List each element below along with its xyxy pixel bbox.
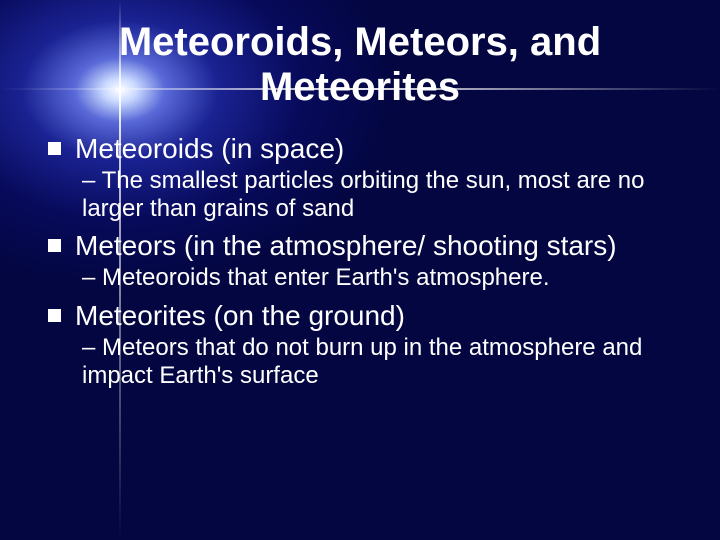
slide-title: Meteoroids, Meteors, and Meteorites <box>48 20 672 110</box>
list-item: Meteorites (on the ground) – Meteors tha… <box>48 299 672 391</box>
item-subtext: – Meteoroids that enter Earth's atmosphe… <box>82 264 672 292</box>
item-heading: Meteors (in the atmosphere/ shooting sta… <box>75 229 672 262</box>
item-subtext: – Meteors that do not burn up in the atm… <box>82 334 672 391</box>
item-heading: Meteorites (on the ground) <box>75 299 672 332</box>
list-item: Meteors (in the atmosphere/ shooting sta… <box>48 229 672 292</box>
square-bullet-icon <box>48 309 61 322</box>
list-item: Meteoroids (in space) – The smallest par… <box>48 132 672 224</box>
item-heading: Meteoroids (in space) <box>75 132 672 165</box>
slide: Meteoroids, Meteors, and Meteorites Mete… <box>0 0 720 540</box>
square-bullet-icon <box>48 239 61 252</box>
item-subtext: – The smallest particles orbiting the su… <box>82 167 672 224</box>
square-bullet-icon <box>48 142 61 155</box>
bullet-list: Meteoroids (in space) – The smallest par… <box>48 132 672 391</box>
